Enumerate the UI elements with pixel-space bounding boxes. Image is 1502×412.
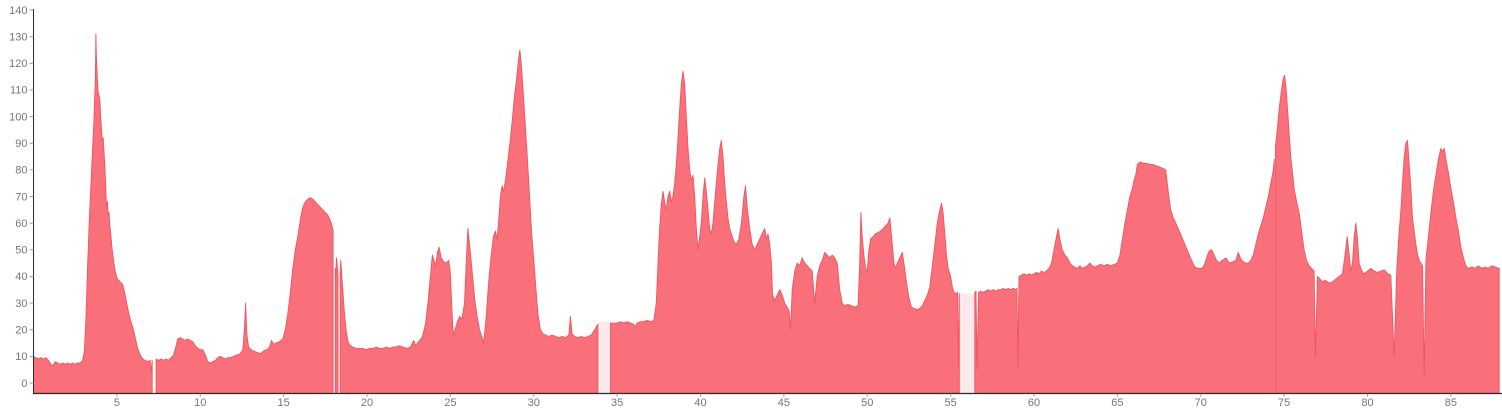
area-segment [974,158,1275,394]
y-tick-label: 60 [15,218,27,230]
area-segment [610,70,960,394]
area-segment [33,33,153,394]
x-tick-label: 55 [945,397,957,409]
area-segment [1275,74,1500,394]
y-tick-label: 100 [9,111,27,123]
area-segment [334,257,339,394]
x-tick-label: 25 [444,397,456,409]
y-tick-label: 90 [15,138,27,150]
x-tick-label: 15 [278,397,290,409]
y-tick-label: 120 [9,58,27,70]
y-tick-label: 40 [15,271,27,283]
y-tick-label: 10 [15,351,27,363]
x-tick-label: 10 [194,397,206,409]
y-tick-label: 110 [10,85,28,97]
x-tick-label: 85 [1445,397,1457,409]
x-tick-label: 45 [778,397,790,409]
pause-band [959,293,975,394]
y-tick-label: 20 [15,325,27,337]
x-tick-label: 70 [1195,397,1207,409]
y-tick-label: 0 [21,378,27,390]
y-tick-label: 80 [15,165,27,177]
y-tick-label: 130 [9,31,27,43]
x-tick-label: 60 [1028,397,1040,409]
x-tick-label: 40 [694,397,706,409]
area-segment [155,197,334,394]
x-tick-label: 20 [361,397,373,409]
x-tick-label: 50 [861,397,873,409]
x-tick-label: 65 [1111,397,1123,409]
y-tick-label: 70 [15,191,27,203]
x-tick-label: 35 [611,397,623,409]
y-tick-label: 140 [9,5,27,17]
pause-band [597,321,611,394]
x-tick-label: 5 [114,397,120,409]
x-tick-label: 75 [1278,397,1290,409]
y-tick-label: 50 [15,245,27,257]
area-segment [339,49,599,394]
y-tick-label: 30 [15,298,27,310]
x-tick-label: 80 [1361,397,1373,409]
x-tick-label: 30 [528,397,540,409]
